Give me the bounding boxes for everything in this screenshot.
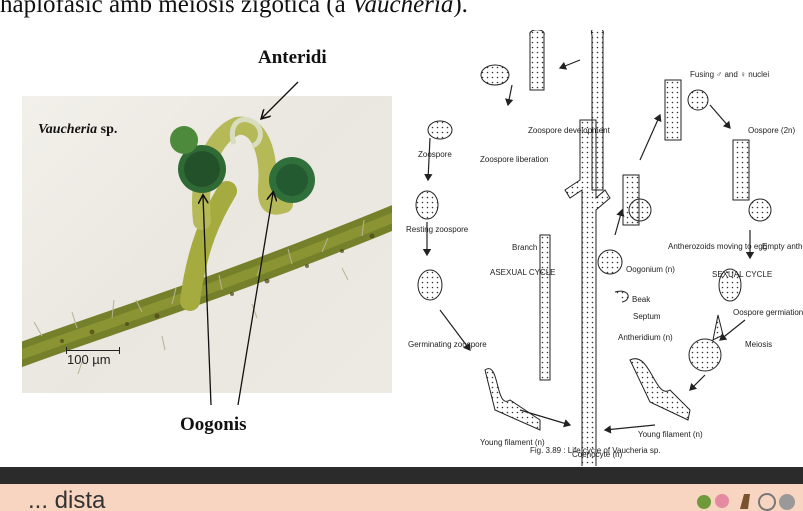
label-zoospore-development: Zoospore development bbox=[528, 126, 610, 135]
footer-decoration-icon bbox=[697, 493, 795, 511]
label-resting-zoospore: Resting zoospore bbox=[406, 225, 469, 234]
life-cycle-drawing bbox=[415, 27, 772, 471]
heading-italic: Vaucheria bbox=[351, 0, 454, 18]
figure-caption: Fig. 3.89 : Life cycle of Vaucheria sp. bbox=[530, 446, 661, 455]
label-antheridium: Antheridium (n) bbox=[618, 333, 673, 342]
label-zoospore-liberation: Zoospore liberation bbox=[480, 155, 549, 164]
label-fusing-nuclei: Fusing ♂ and ♀ nuclei bbox=[690, 70, 770, 79]
label-empty-antheridium: Empty antheridium bbox=[762, 242, 803, 251]
label-asexual-cycle: ASEXUAL CYCLE bbox=[490, 268, 556, 277]
footer-bar: ... dista bbox=[0, 484, 803, 511]
slide-divider-bar bbox=[0, 467, 803, 484]
label-anteridi: Anteridi bbox=[258, 47, 327, 68]
label-branch: Branch bbox=[512, 243, 538, 252]
label-oospore-germination: Oospore germiation bbox=[733, 308, 803, 317]
label-zoospore: Zoospore bbox=[418, 150, 452, 159]
species-label: Vaucheria sp. bbox=[38, 122, 117, 138]
life-cycle-diagram: Zoospore development Zoospore Zoospore l… bbox=[400, 27, 803, 471]
label-young-filament-left: Young filament (n) bbox=[480, 438, 545, 447]
species-italic: Vaucheria bbox=[38, 122, 98, 137]
label-oogonis: Oogonis bbox=[180, 414, 247, 435]
species-suffix: sp. bbox=[97, 122, 118, 137]
label-germinating-zoospore: Germinating zoospore bbox=[408, 340, 487, 349]
vaucheria-micrograph bbox=[22, 96, 392, 393]
label-oogonium: Oogonium (n) bbox=[626, 265, 675, 274]
heading-prefix: haplofàsic amb meiosis zigòtica (a bbox=[0, 0, 352, 18]
label-coenocyte: Coenocyte (n) bbox=[572, 450, 623, 459]
footer-logo-icons bbox=[692, 484, 803, 511]
label-sexual-cycle: SEXUAL CYCLE bbox=[712, 270, 773, 279]
page-heading: haplofàsic amb meiosis zigòtica (a Vauch… bbox=[0, 0, 803, 19]
label-meiosis: Meiosis bbox=[745, 340, 773, 349]
footer-text: ... dista bbox=[28, 487, 106, 511]
micrograph-illustration bbox=[22, 116, 392, 375]
label-young-filament-right: Young filament (n) bbox=[638, 430, 703, 439]
scale-label: 100 µm bbox=[67, 352, 111, 367]
label-beak: Beak bbox=[632, 295, 651, 304]
label-oospore-2n: Oospore (2n) bbox=[748, 126, 796, 135]
heading-suffix: ). bbox=[453, 0, 468, 18]
label-antherozoids: Antherozoids moving to egg bbox=[668, 242, 768, 251]
label-septum: Septum bbox=[633, 312, 661, 321]
scale-bar bbox=[66, 347, 120, 354]
